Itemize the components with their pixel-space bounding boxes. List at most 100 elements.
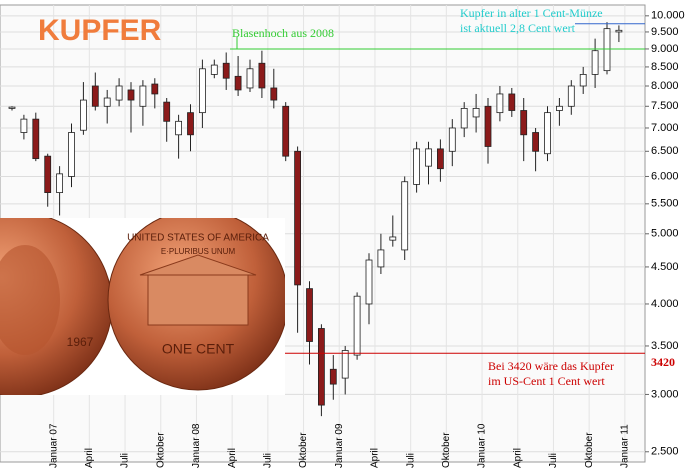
- candle-body: [20, 118, 28, 133]
- annotation: Kupfer in alter 1 Cent-Münze: [460, 6, 603, 20]
- candle-body: [68, 132, 75, 177]
- candle-body: [103, 97, 111, 107]
- candle-body: [377, 249, 385, 268]
- candle-body: [163, 101, 171, 122]
- x-tick-label: Juli: [405, 453, 416, 468]
- candle-body: [508, 93, 516, 111]
- candle-body: [187, 112, 194, 136]
- candle-body: [448, 127, 456, 152]
- candle-body: [460, 107, 468, 129]
- candle-body: [520, 110, 528, 136]
- candle-body: [496, 93, 504, 114]
- x-tick-label: Juli: [262, 453, 273, 468]
- candle-body: [127, 89, 135, 101]
- candle-body: [115, 85, 123, 101]
- y-tick-label: 6.000: [651, 170, 679, 182]
- x-tick-label: April: [227, 448, 238, 468]
- y-tick-label: 3.000: [651, 388, 679, 400]
- reference-label: 3420: [651, 355, 675, 369]
- candle-body: [389, 236, 397, 241]
- candle-body: [544, 112, 551, 155]
- candle-body: [270, 87, 278, 101]
- coin-image: UNITED STATES OF AMERICA E·PLURIBUS UNUM…: [0, 218, 285, 395]
- candle-body: [341, 350, 349, 379]
- y-tick-label: 7.500: [651, 100, 679, 112]
- annotation: Blasenhoch aus 2008: [232, 26, 334, 40]
- chart-title: KUPFER: [38, 14, 162, 47]
- candle-body: [282, 105, 290, 157]
- memorial: [147, 274, 249, 326]
- candle-body: [151, 83, 159, 95]
- x-tick-label: Oktober: [584, 432, 595, 468]
- candle-body: [32, 118, 40, 160]
- y-tick-label: 6.500: [651, 145, 679, 157]
- candle-body: [222, 62, 230, 79]
- y-tick-label: 8.000: [651, 80, 679, 92]
- candle-body: [484, 105, 492, 147]
- candle-body: [603, 28, 611, 72]
- candle-body: [294, 150, 302, 286]
- candle-body: [210, 64, 218, 75]
- candle-body: [91, 85, 99, 107]
- candle-body: [234, 75, 242, 91]
- x-tick-label: Oktober: [155, 432, 166, 468]
- candle-body: [472, 107, 480, 118]
- candle-body: [8, 106, 16, 109]
- y-tick-label: 5.500: [651, 198, 679, 210]
- x-tick-label: April: [84, 448, 95, 468]
- coin-text: ONE CENT: [162, 341, 235, 357]
- annotation: im US-Cent 1 Cent wert: [488, 374, 605, 388]
- candle-body: [579, 74, 587, 87]
- candle-body: [567, 85, 575, 107]
- x-tick-label: Januar 10: [477, 423, 488, 468]
- y-tick-label: 4.500: [651, 261, 679, 273]
- y-tick-label: 10.000: [651, 10, 685, 22]
- x-tick-label: Juli: [120, 453, 131, 468]
- candle-body: [175, 120, 183, 136]
- x-tick-label: Januar 07: [48, 423, 59, 468]
- candle-body: [44, 155, 52, 193]
- coin-portrait: [0, 245, 60, 355]
- candle-body: [436, 148, 444, 170]
- x-tick-label: Oktober: [298, 432, 309, 468]
- candle-body: [556, 105, 563, 111]
- y-tick-label: 9.500: [651, 26, 679, 38]
- candle-body: [306, 288, 313, 342]
- y-tick-label: 7.000: [651, 122, 679, 134]
- y-tick-label: 3.500: [651, 340, 679, 352]
- candle-body: [353, 295, 361, 356]
- y-tick-label: 8.500: [651, 61, 679, 73]
- candle-body: [317, 328, 325, 406]
- memorial-roof: [139, 254, 257, 276]
- coin-text: UNITED STATES OF AMERICA: [127, 233, 269, 244]
- candle-body: [532, 132, 539, 152]
- candle-body: [80, 99, 87, 131]
- candle-body: [365, 259, 373, 305]
- candle-body: [56, 173, 63, 193]
- candle-body: [425, 148, 432, 167]
- x-tick-label: Juli: [548, 453, 559, 468]
- annotation: ist aktuell 2,8 Cent wert: [460, 21, 576, 35]
- x-tick-label: Oktober: [441, 432, 452, 468]
- annotation: Bei 3420 wäre das Kupfer: [488, 359, 614, 373]
- x-tick-label: April: [512, 448, 523, 468]
- y-tick-label: 2.500: [651, 446, 679, 458]
- candle-body: [413, 148, 421, 185]
- x-tick-label: April: [370, 448, 381, 468]
- candle-body: [329, 368, 337, 385]
- candle-body: [258, 62, 266, 89]
- candle-body: [198, 68, 206, 114]
- x-tick-label: Januar 09: [334, 423, 345, 468]
- x-tick-label: Januar 11: [619, 424, 630, 468]
- candle-body: [139, 85, 147, 107]
- y-tick-label: 4.000: [651, 298, 679, 310]
- y-tick-label: 9.000: [651, 43, 679, 55]
- candle-body: [246, 68, 254, 89]
- x-tick-label: Januar 08: [191, 423, 202, 468]
- y-tick-label: 5.000: [651, 228, 679, 240]
- coin-text: 1967: [67, 335, 94, 349]
- candle-body: [401, 181, 409, 251]
- candle-body: [591, 50, 599, 75]
- candle-body: [615, 29, 623, 33]
